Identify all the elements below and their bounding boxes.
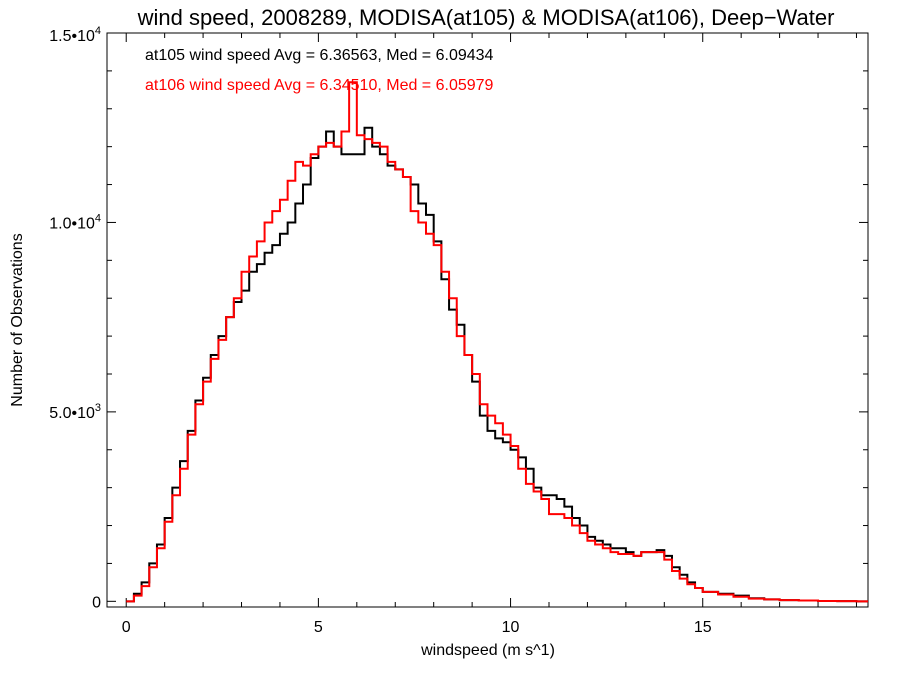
y-tick-label: 1.0•104	[49, 212, 101, 232]
x-tick-label: 0	[122, 619, 131, 636]
series-at105-line	[126, 126, 868, 603]
x-tick-label: 15	[694, 619, 712, 636]
y-tick-label: 1.5•104	[49, 25, 101, 45]
y-tick-label: 5.0•103	[49, 402, 101, 422]
plot-frame	[106, 32, 869, 608]
series-at106-line	[126, 81, 868, 603]
chart-title: wind speed, 2008289, MODISA(at105) & MOD…	[137, 5, 835, 30]
y-tick-labels: 0 5.0•103 1.0•104 1.5•104	[49, 25, 101, 611]
legend-entry-at106: at106 wind speed Avg = 6.34510, Med = 6.…	[145, 77, 494, 94]
y-axis-label: Number of Observations	[9, 233, 26, 406]
series-lines	[126, 81, 868, 603]
x-tick-label: 5	[314, 619, 323, 636]
legend-entry-at105: at105 wind speed Avg = 6.36563, Med = 6.…	[145, 47, 494, 64]
x-axis-label: windspeed (m s^1)	[420, 642, 555, 659]
axis-ticks	[107, 32, 868, 607]
y-tick-label: 0	[92, 594, 101, 611]
x-tick-label: 10	[502, 619, 520, 636]
x-tick-labels: 0 5 10 15	[122, 619, 712, 636]
